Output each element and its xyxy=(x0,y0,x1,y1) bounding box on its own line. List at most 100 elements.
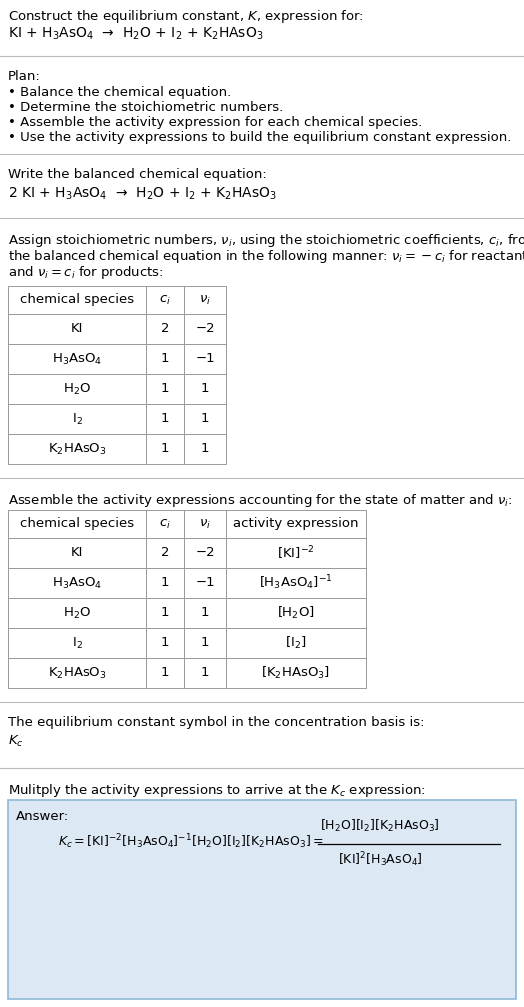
Bar xyxy=(184,374,226,404)
Text: $[\mathrm{H_2O}][\mathrm{I_2}][\mathrm{K_2HAsO_3}]$: $[\mathrm{H_2O}][\mathrm{I_2}][\mathrm{K… xyxy=(320,818,440,834)
Bar xyxy=(184,314,226,344)
Bar xyxy=(8,628,146,658)
Bar xyxy=(184,404,226,434)
Text: [H$_3$AsO$_4$]$^{-1}$: [H$_3$AsO$_4$]$^{-1}$ xyxy=(259,574,333,592)
Text: KI: KI xyxy=(71,322,83,335)
Text: −2: −2 xyxy=(195,547,215,560)
FancyBboxPatch shape xyxy=(8,800,516,999)
Text: 1: 1 xyxy=(161,352,169,366)
Bar xyxy=(146,434,184,464)
Text: H$_2$O: H$_2$O xyxy=(63,605,91,620)
Bar xyxy=(226,658,366,688)
Bar xyxy=(184,286,226,314)
Bar xyxy=(184,510,226,538)
Bar xyxy=(146,538,184,568)
Text: 1: 1 xyxy=(201,383,209,396)
Text: 1: 1 xyxy=(161,667,169,680)
Text: $K_c = [\mathrm{KI}]^{-2} [\mathrm{H_3AsO_4}]^{-1} [\mathrm{H_2O}][\mathrm{I_2}]: $K_c = [\mathrm{KI}]^{-2} [\mathrm{H_3As… xyxy=(58,833,324,851)
Text: 1: 1 xyxy=(201,606,209,619)
Text: I$_2$: I$_2$ xyxy=(72,635,82,651)
Text: KI + H$_3$AsO$_4$  →  H$_2$O + I$_2$ + K$_2$HAsO$_3$: KI + H$_3$AsO$_4$ → H$_2$O + I$_2$ + K$_… xyxy=(8,26,264,42)
Text: 1: 1 xyxy=(161,606,169,619)
Text: K$_2$HAsO$_3$: K$_2$HAsO$_3$ xyxy=(48,666,106,681)
Text: [I$_2$]: [I$_2$] xyxy=(285,635,307,652)
Text: Construct the equilibrium constant, $K$, expression for:: Construct the equilibrium constant, $K$,… xyxy=(8,8,364,25)
Text: 2: 2 xyxy=(161,322,169,335)
Bar xyxy=(8,510,146,538)
Text: Assemble the activity expressions accounting for the state of matter and $\nu_i$: Assemble the activity expressions accoun… xyxy=(8,492,512,509)
Text: 1: 1 xyxy=(201,442,209,455)
Bar xyxy=(146,314,184,344)
Text: H$_3$AsO$_4$: H$_3$AsO$_4$ xyxy=(52,575,102,590)
Text: $[\mathrm{KI}]^2 [\mathrm{H_3AsO_4}]$: $[\mathrm{KI}]^2 [\mathrm{H_3AsO_4}]$ xyxy=(338,851,423,869)
Bar xyxy=(146,404,184,434)
Text: 1: 1 xyxy=(201,413,209,426)
Text: 1: 1 xyxy=(161,442,169,455)
Text: $c_i$: $c_i$ xyxy=(159,293,171,306)
Bar xyxy=(184,628,226,658)
Text: Write the balanced chemical equation:: Write the balanced chemical equation: xyxy=(8,168,267,181)
Bar xyxy=(146,374,184,404)
Bar xyxy=(146,598,184,628)
Bar xyxy=(8,568,146,598)
Text: chemical species: chemical species xyxy=(20,518,134,531)
Bar xyxy=(8,658,146,688)
Bar xyxy=(146,568,184,598)
Bar xyxy=(184,598,226,628)
Text: Answer:: Answer: xyxy=(16,810,69,823)
Text: H$_2$O: H$_2$O xyxy=(63,382,91,397)
Bar xyxy=(146,628,184,658)
Bar xyxy=(8,434,146,464)
Text: The equilibrium constant symbol in the concentration basis is:: The equilibrium constant symbol in the c… xyxy=(8,716,424,729)
Bar xyxy=(146,286,184,314)
Text: KI: KI xyxy=(71,547,83,560)
Bar xyxy=(8,344,146,374)
Text: 1: 1 xyxy=(201,636,209,650)
Text: [H$_2$O]: [H$_2$O] xyxy=(277,605,315,621)
Bar xyxy=(8,598,146,628)
Bar xyxy=(184,434,226,464)
Bar xyxy=(8,374,146,404)
Text: I$_2$: I$_2$ xyxy=(72,412,82,427)
Text: activity expression: activity expression xyxy=(233,518,359,531)
Bar xyxy=(184,344,226,374)
Text: −1: −1 xyxy=(195,352,215,366)
Bar xyxy=(146,344,184,374)
Bar xyxy=(8,538,146,568)
Bar xyxy=(226,628,366,658)
Bar xyxy=(226,538,366,568)
Bar xyxy=(226,510,366,538)
Text: 1: 1 xyxy=(161,413,169,426)
Text: Plan:: Plan: xyxy=(8,70,41,83)
Text: the balanced chemical equation in the following manner: $\nu_i = -c_i$ for react: the balanced chemical equation in the fo… xyxy=(8,248,524,265)
Text: $\nu_i$: $\nu_i$ xyxy=(199,293,211,306)
Text: K$_2$HAsO$_3$: K$_2$HAsO$_3$ xyxy=(48,441,106,456)
Text: • Assemble the activity expression for each chemical species.: • Assemble the activity expression for e… xyxy=(8,116,422,129)
Bar xyxy=(8,286,146,314)
Text: 2 KI + H$_3$AsO$_4$  →  H$_2$O + I$_2$ + K$_2$HAsO$_3$: 2 KI + H$_3$AsO$_4$ → H$_2$O + I$_2$ + K… xyxy=(8,186,277,202)
Text: Assign stoichiometric numbers, $\nu_i$, using the stoichiometric coefficients, $: Assign stoichiometric numbers, $\nu_i$, … xyxy=(8,232,524,249)
Text: $\nu_i$: $\nu_i$ xyxy=(199,518,211,531)
Text: 1: 1 xyxy=(201,667,209,680)
Bar xyxy=(184,568,226,598)
Bar xyxy=(226,568,366,598)
Bar xyxy=(8,314,146,344)
Text: • Balance the chemical equation.: • Balance the chemical equation. xyxy=(8,86,231,99)
Text: H$_3$AsO$_4$: H$_3$AsO$_4$ xyxy=(52,351,102,367)
Bar xyxy=(146,658,184,688)
Bar xyxy=(226,598,366,628)
Text: chemical species: chemical species xyxy=(20,293,134,306)
Text: $c_i$: $c_i$ xyxy=(159,518,171,531)
Bar xyxy=(146,510,184,538)
Text: [K$_2$HAsO$_3$]: [K$_2$HAsO$_3$] xyxy=(261,665,331,681)
Text: • Use the activity expressions to build the equilibrium constant expression.: • Use the activity expressions to build … xyxy=(8,131,511,144)
Bar xyxy=(8,404,146,434)
Text: [KI]$^{-2}$: [KI]$^{-2}$ xyxy=(277,544,315,562)
Text: Mulitply the activity expressions to arrive at the $K_c$ expression:: Mulitply the activity expressions to arr… xyxy=(8,782,426,799)
Text: 1: 1 xyxy=(161,383,169,396)
Text: $K_c$: $K_c$ xyxy=(8,734,24,749)
Text: −2: −2 xyxy=(195,322,215,335)
Text: 1: 1 xyxy=(161,636,169,650)
Bar xyxy=(184,658,226,688)
Text: 2: 2 xyxy=(161,547,169,560)
